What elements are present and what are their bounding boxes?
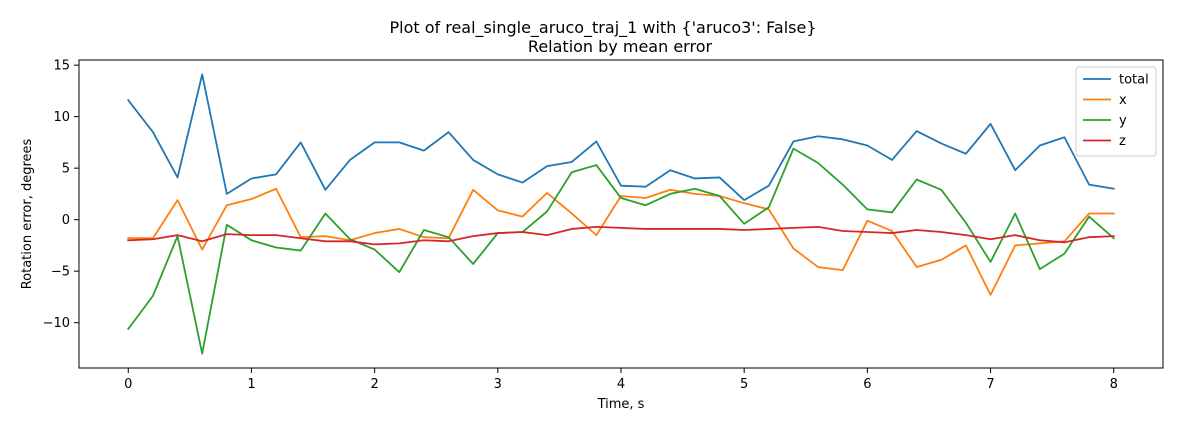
legend-box bbox=[1075, 66, 1157, 157]
legend-label-z: z bbox=[1119, 134, 1126, 149]
legend-label-x: x bbox=[1119, 93, 1127, 108]
x-tick-label: 2 bbox=[370, 377, 378, 392]
x-axis-label: Time, s bbox=[597, 397, 645, 412]
y-tick-label: 15 bbox=[53, 59, 70, 74]
plot-frame bbox=[78, 59, 1164, 369]
x-tick-label: 3 bbox=[494, 377, 502, 392]
series-line-y bbox=[127, 147, 1116, 355]
series-line-total bbox=[127, 73, 1115, 201]
x-tick-label: 1 bbox=[247, 377, 255, 392]
series-layer bbox=[127, 73, 1116, 355]
chart-title: Plot of real_single_aruco_traj_1 with {'… bbox=[389, 18, 816, 38]
x-tick-label: 8 bbox=[1110, 377, 1118, 392]
x-tick-label: 6 bbox=[863, 377, 871, 392]
chart-subtitle: Relation by mean error bbox=[528, 37, 713, 56]
x-tick-label: 4 bbox=[617, 377, 625, 392]
x-axis: 0 1 2 3 4 5 6 7 8 bbox=[124, 368, 1118, 392]
x-tick-label: 7 bbox=[986, 377, 994, 392]
legend-label-y: y bbox=[1119, 114, 1127, 129]
y-tick-label: 0 bbox=[62, 213, 70, 228]
y-axis: −10 −5 0 5 10 15 bbox=[43, 59, 79, 331]
legend: total xyz bbox=[1075, 66, 1157, 157]
series-line-z bbox=[127, 225, 1115, 246]
y-tick-label: 10 bbox=[53, 110, 70, 125]
y-tick-label: −10 bbox=[43, 316, 70, 331]
x-tick-label: 5 bbox=[740, 377, 748, 392]
series-line-x bbox=[127, 187, 1115, 296]
y-tick-label: −5 bbox=[51, 265, 70, 280]
x-tick-label: 0 bbox=[124, 377, 132, 392]
y-tick-label: 5 bbox=[62, 162, 70, 177]
y-axis-label: Rotation error, degrees bbox=[20, 138, 35, 289]
legend-label-total: total bbox=[1119, 73, 1149, 88]
